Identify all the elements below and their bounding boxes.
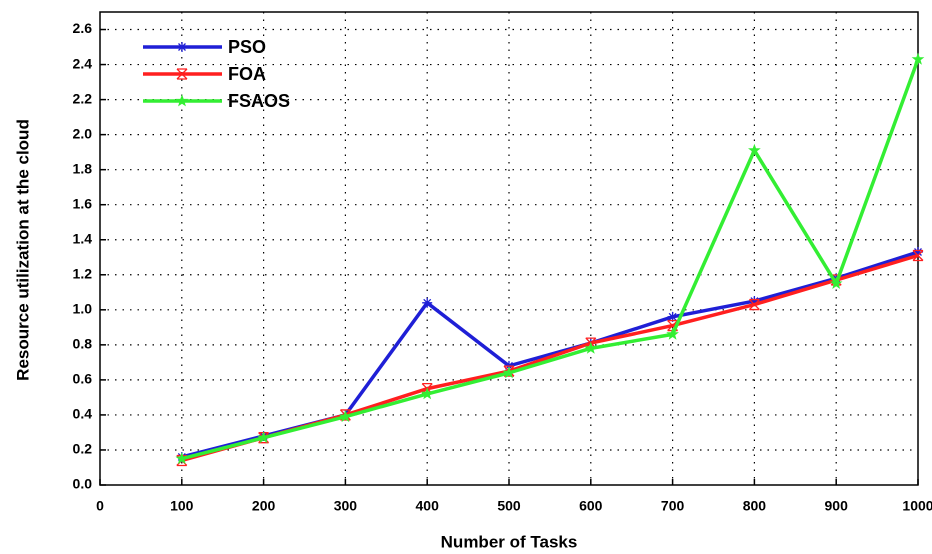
- marker-shape: [912, 249, 924, 262]
- marker-shape: [667, 319, 679, 332]
- marker-shape: [667, 311, 678, 322]
- series-line: [181, 250, 919, 459]
- marker-shape: [176, 68, 188, 80]
- x-tick-label: 700: [661, 498, 685, 514]
- y-tick-label: 1.6: [73, 195, 93, 211]
- x-tick-label: 400: [416, 498, 440, 514]
- legend-label: PSO: [228, 37, 266, 57]
- marker: [912, 249, 924, 262]
- marker-shape: [748, 298, 760, 311]
- marker: [913, 247, 923, 258]
- legend-label: FSAOS: [228, 91, 290, 111]
- marker: [666, 327, 679, 340]
- plot-frame: [99, 11, 919, 486]
- marker-shape: [257, 431, 270, 444]
- y-tick-label: 0.0: [73, 476, 93, 492]
- y-tick-label: 0.8: [73, 336, 93, 352]
- x-tick-label: 1000: [902, 498, 932, 514]
- y-tick-label: 1.2: [73, 265, 93, 281]
- marker-shape: [422, 297, 433, 308]
- x-tick-label: 900: [825, 498, 849, 514]
- y-tick-label: 2.0: [73, 125, 93, 141]
- marker: [749, 296, 760, 307]
- marker-shape: [175, 94, 189, 107]
- x-tick-label: 0: [96, 498, 104, 514]
- x-tick-label: 200: [252, 498, 276, 514]
- x-tick-label: 300: [334, 498, 358, 514]
- x-tick-label: 500: [497, 498, 521, 514]
- marker-shape: [339, 409, 352, 423]
- marker-shape: [175, 452, 189, 465]
- y-axis-label: Resource utilization at the cloud: [13, 119, 32, 381]
- marker-shape: [666, 327, 679, 340]
- y-tick-label: 0.4: [73, 406, 93, 422]
- marker: [584, 341, 598, 354]
- y-tick-label: 1.4: [73, 230, 93, 246]
- marker: [829, 276, 843, 289]
- y-tick-label: 1.0: [73, 301, 93, 317]
- marker: [175, 94, 189, 107]
- x-tick-label: 600: [579, 498, 603, 514]
- marker: [422, 297, 433, 308]
- marker-shape: [177, 42, 187, 52]
- marker: [748, 298, 760, 311]
- marker: [667, 319, 679, 332]
- marker-shape: [502, 366, 516, 379]
- marker: [177, 42, 187, 52]
- marker-shape: [748, 143, 761, 156]
- marker: [175, 452, 189, 465]
- y-tick-label: 1.8: [73, 160, 93, 176]
- x-axis-label: Number of Tasks: [441, 532, 578, 551]
- marker: [502, 366, 516, 379]
- x-tick-label: 800: [743, 498, 767, 514]
- marker: [176, 68, 188, 80]
- marker-shape: [829, 276, 843, 289]
- marker: [339, 409, 352, 423]
- marker-shape: [913, 247, 923, 258]
- y-tick-label: 2.6: [73, 20, 93, 36]
- marker: [911, 52, 925, 65]
- y-tick-label: 0.2: [73, 441, 93, 457]
- marker: [420, 387, 434, 400]
- marker: [748, 143, 761, 156]
- marker-shape: [911, 52, 925, 65]
- series-line: [181, 58, 920, 461]
- x-tick-label: 100: [170, 498, 194, 514]
- marker-shape: [749, 296, 760, 307]
- marker: [667, 311, 678, 322]
- y-tick-label: 2.4: [73, 55, 93, 71]
- marker-shape: [420, 387, 434, 400]
- marker-shape: [584, 341, 598, 354]
- y-tick-label: 2.2: [73, 90, 93, 106]
- y-tick-label: 0.6: [73, 371, 93, 387]
- marker: [257, 431, 270, 444]
- legend-label: FOA: [228, 64, 266, 84]
